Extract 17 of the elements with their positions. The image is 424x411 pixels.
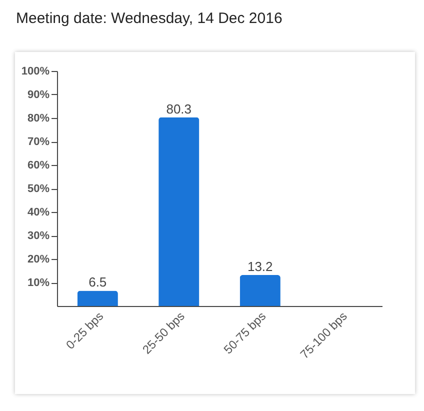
data-label: 6.5 bbox=[88, 274, 107, 290]
data-label: 80.3 bbox=[166, 101, 192, 116]
y-tick-label: 70% bbox=[27, 136, 50, 148]
y-tick-label: 90% bbox=[27, 89, 50, 101]
data-label: 13.2 bbox=[247, 258, 273, 274]
bar bbox=[158, 117, 200, 306]
y-tick-label: 40% bbox=[27, 206, 50, 218]
y-tick-label: 10% bbox=[27, 277, 50, 289]
bar bbox=[240, 274, 280, 306]
y-tick-label: 50% bbox=[27, 183, 50, 195]
y-tick-label: 20% bbox=[27, 254, 50, 266]
y-tick-label: 80% bbox=[27, 112, 50, 124]
y-tick-label: 60% bbox=[27, 160, 50, 172]
bar bbox=[77, 290, 118, 306]
chart-title: Meeting date: Wednesday, 14 Dec 2016 bbox=[16, 10, 282, 27]
y-tick-label: 100% bbox=[21, 66, 50, 78]
y-tick-label: 30% bbox=[27, 230, 50, 242]
